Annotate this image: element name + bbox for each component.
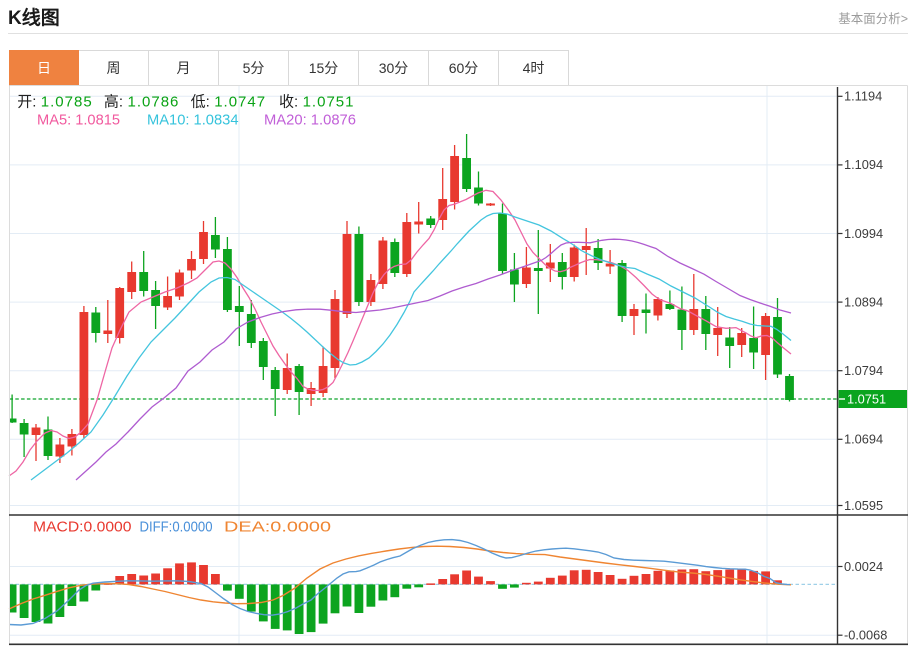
svg-text:1.0751: 1.0751 xyxy=(847,392,886,407)
svg-text:1.0794: 1.0794 xyxy=(844,363,883,378)
svg-text:MA10: 1.0834: MA10: 1.0834 xyxy=(147,112,239,129)
svg-text:1.1094: 1.1094 xyxy=(844,157,883,172)
svg-text:1.0994: 1.0994 xyxy=(844,226,883,241)
svg-text:DIFF:0.0000: DIFF:0.0000 xyxy=(140,519,213,536)
svg-text:-0.0068: -0.0068 xyxy=(844,628,887,643)
svg-text:DEA:0.0000: DEA:0.0000 xyxy=(224,519,331,536)
svg-text:1.0694: 1.0694 xyxy=(844,432,883,447)
svg-text:MA20: 1.0876: MA20: 1.0876 xyxy=(264,112,356,129)
svg-text:1.0894: 1.0894 xyxy=(844,294,883,309)
svg-text:0.0024: 0.0024 xyxy=(844,559,883,574)
svg-text:1.1194: 1.1194 xyxy=(844,89,882,104)
svg-text:MA5: 1.0815: MA5: 1.0815 xyxy=(37,112,120,129)
svg-text:1.0595: 1.0595 xyxy=(844,498,883,513)
svg-text:MACD:0.0000: MACD:0.0000 xyxy=(33,519,132,536)
